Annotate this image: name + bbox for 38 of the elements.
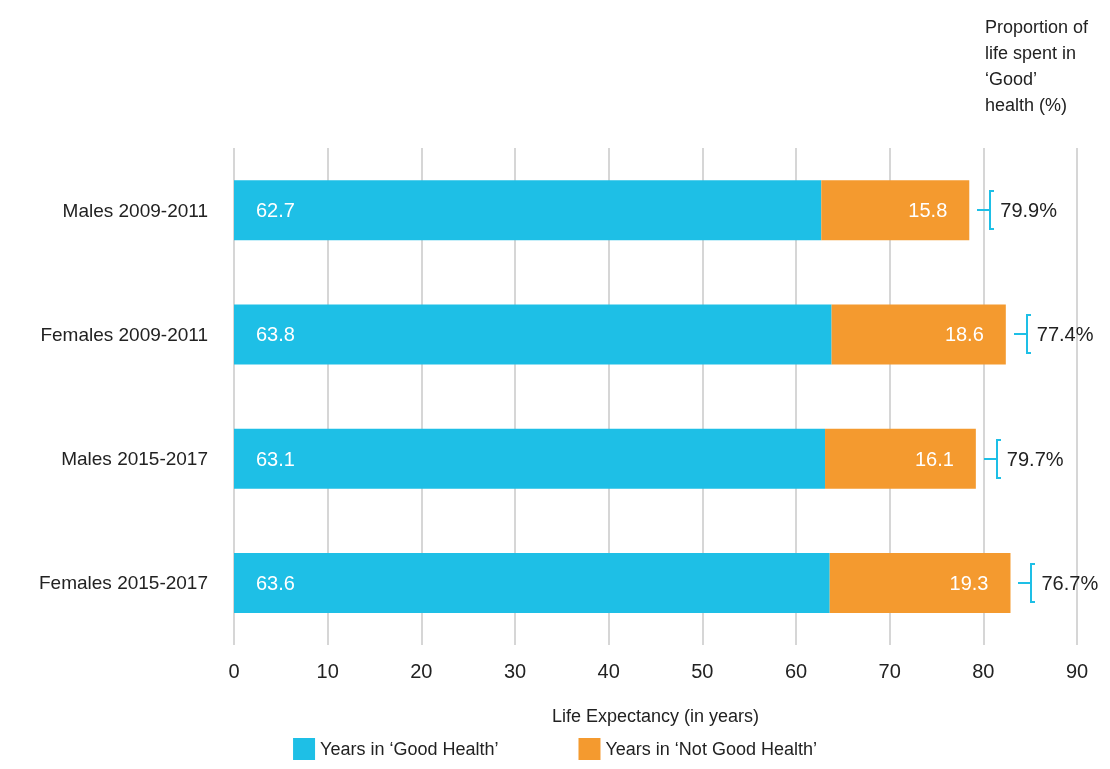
legend-label: Years in ‘Good Health’	[320, 739, 499, 759]
x-tick-label: 60	[784, 660, 808, 682]
bar	[234, 428, 826, 489]
x-tick-label: 40	[597, 660, 620, 682]
data-label: 19.3	[949, 571, 989, 594]
y-tick-label: Females 2015-2017	[39, 572, 208, 594]
data-label: 63.8	[256, 323, 295, 346]
x-tick-label: 80	[972, 660, 995, 682]
bar	[825, 428, 976, 489]
x-tick-label: 20	[410, 660, 433, 682]
bar	[234, 180, 822, 241]
bar	[821, 180, 970, 241]
data-label: 18.6	[944, 323, 984, 346]
bar	[831, 304, 1006, 365]
data-label: 62.7	[256, 199, 295, 222]
bar	[829, 552, 1011, 613]
bar	[234, 304, 832, 365]
data-label: 63.6	[256, 571, 295, 594]
text: Proportion of life spent in ‘Good’ health (%)	[985, 17, 1094, 115]
x-tick-label: 50	[691, 660, 714, 682]
annotation: 77.4%	[1036, 323, 1094, 346]
x-tick-label: 90	[1065, 660, 1089, 682]
y-tick-label: Males 2015-2017	[61, 448, 208, 470]
data-label: 15.8	[908, 199, 948, 222]
annotation: 76.7%	[1041, 571, 1099, 594]
y-tick-label: Males 2009-2011	[62, 199, 208, 221]
x-axis-title: Life Expectancy (in years)	[551, 706, 760, 726]
legend-label: Years in ‘Not Good Health’	[605, 739, 817, 759]
x-tick-label: 0	[228, 660, 240, 682]
x-tick-label: 30	[503, 660, 527, 682]
annotation: 79.9%	[1000, 199, 1058, 222]
data-label: 16.1	[914, 447, 954, 470]
x-tick-label: 10	[316, 660, 339, 682]
bar	[234, 552, 830, 613]
x-tick-label: 70	[878, 660, 901, 682]
data-label: 63.1	[256, 447, 295, 470]
annotation: 79.7%	[1006, 447, 1064, 470]
y-tick-label: Females 2009-2011	[40, 323, 208, 345]
